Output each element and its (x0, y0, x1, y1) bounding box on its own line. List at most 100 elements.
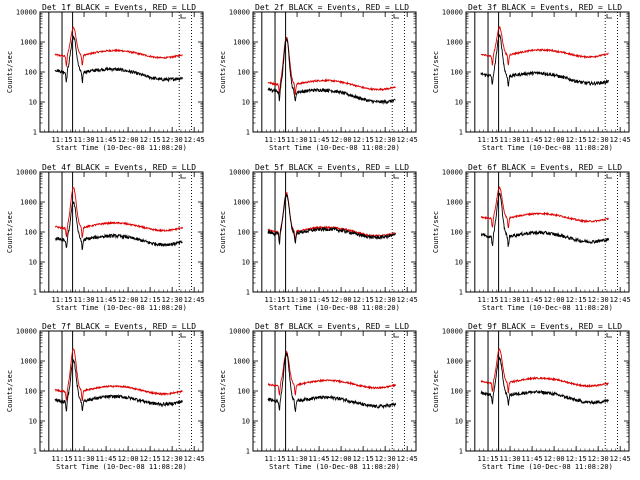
x-tick-label: 12:15 (353, 136, 374, 144)
x-tick-label: 12:45 (397, 296, 418, 304)
x-tick-label: 11:15 (51, 455, 72, 463)
lld-series-line (480, 348, 609, 394)
x-tick-label: 11:30 (74, 296, 95, 304)
y-axis-label: Counts/sec (219, 211, 227, 253)
plot-frame (252, 11, 417, 133)
events-series-line (480, 34, 610, 87)
x-tick-label: 12:30 (588, 455, 609, 463)
y-tick-label: 1 (459, 129, 463, 137)
panel-title: Det 3f BLACK = Events, RED = LLD (468, 3, 622, 12)
events-series-line (480, 355, 610, 406)
y-tick-label: 100 (450, 229, 463, 237)
y-tick-label: 10000 (442, 169, 463, 177)
x-tick-label: 11:15 (477, 296, 498, 304)
x-tick-label: 12:15 (566, 136, 587, 144)
y-tick-label: 1000 (20, 199, 37, 207)
y-tick-label: 10 (455, 259, 463, 267)
x-tick-label: 12:15 (140, 296, 161, 304)
y-tick-label: 1000 (446, 358, 463, 366)
lld-series-line (267, 36, 396, 96)
x-tick-label: 12:30 (588, 136, 609, 144)
y-tick-label: 10000 (442, 328, 463, 336)
x-tick-label: 11:15 (264, 455, 285, 463)
x-tick-label: 11:45 (96, 455, 117, 463)
corner-marker-icon (393, 333, 399, 338)
panel-title: Det 1f BLACK = Events, RED = LLD (42, 3, 196, 12)
plot-frame (465, 171, 630, 293)
x-tick-label: 12:00 (544, 136, 565, 144)
x-tick-label: 12:00 (544, 296, 565, 304)
y-tick-label: 100 (24, 388, 37, 396)
y-tick-label: 1 (246, 448, 250, 456)
y-tick-label: 1 (33, 448, 37, 456)
y-tick-label: 10 (455, 99, 463, 107)
chart-panel: Det 2f BLACK = Events, RED = LLD 1 10 100 10… (219, 3, 418, 152)
y-tick-label: 1 (33, 129, 37, 137)
x-tick-label: 11:45 (522, 136, 543, 144)
events-series-line (54, 200, 183, 250)
x-tick-label: 12:30 (375, 455, 396, 463)
x-tick-label: 12:15 (353, 296, 374, 304)
lld-series-line (267, 350, 397, 396)
chart-panel: Det 3f BLACK = Events, RED = LLD 1 10 100 10… (432, 3, 631, 152)
x-axis-label: Start Time (10-Dec-08 11:08:20) (56, 463, 187, 471)
x-tick-label: 11:15 (477, 455, 498, 463)
y-tick-label: 1000 (446, 39, 463, 47)
x-axis-label: Start Time (10-Dec-08 11:08:20) (482, 144, 613, 152)
x-tick-label: 12:30 (375, 136, 396, 144)
x-tick-label: 11:45 (522, 296, 543, 304)
lld-series-line (267, 191, 396, 243)
x-tick-label: 12:45 (184, 455, 205, 463)
x-tick-label: 12:45 (610, 455, 631, 463)
x-axis-label: Start Time (10-Dec-08 11:08:20) (269, 304, 400, 312)
x-tick-label: 11:30 (74, 136, 95, 144)
events-series-line (267, 352, 397, 412)
events-series-line (54, 35, 184, 84)
y-tick-label: 10 (29, 99, 37, 107)
x-tick-label: 12:15 (140, 136, 161, 144)
events-series-line (480, 192, 610, 247)
y-tick-label: 10 (455, 418, 463, 426)
x-tick-label: 12:30 (162, 136, 183, 144)
chart-panel: Det 6f BLACK = Events, RED = LLD 1 10 100 10… (432, 163, 631, 312)
panel-title: Det 8f BLACK = Events, RED = LLD (255, 322, 409, 331)
panel-title: Det 5f BLACK = Events, RED = LLD (255, 163, 409, 172)
y-tick-label: 100 (237, 388, 250, 396)
x-axis-label: Start Time (10-Dec-08 11:08:20) (269, 144, 400, 152)
x-tick-label: 11:45 (309, 455, 330, 463)
y-axis-label: Counts/sec (432, 211, 440, 253)
panel-title: Det 4f BLACK = Events, RED = LLD (42, 163, 196, 172)
y-tick-label: 10000 (229, 169, 250, 177)
plot-frame (465, 330, 630, 452)
x-tick-label: 12:30 (162, 296, 183, 304)
plot-frame (39, 171, 204, 293)
x-axis-label: Start Time (10-Dec-08 11:08:20) (482, 463, 613, 471)
x-axis-label: Start Time (10-Dec-08 11:08:20) (269, 463, 400, 471)
x-tick-label: 12:00 (331, 136, 352, 144)
x-tick-label: 12:45 (184, 296, 205, 304)
plot-frame (252, 330, 417, 452)
y-tick-label: 10 (29, 418, 37, 426)
corner-marker-icon (180, 333, 186, 338)
y-tick-label: 10 (242, 99, 250, 107)
y-tick-label: 100 (24, 69, 37, 77)
y-tick-label: 1000 (233, 358, 250, 366)
x-tick-label: 11:30 (287, 296, 308, 304)
y-tick-label: 1000 (233, 199, 250, 207)
lld-series-line (54, 26, 183, 68)
x-tick-label: 12:15 (566, 296, 587, 304)
x-tick-label: 12:30 (588, 296, 609, 304)
x-tick-label: 11:15 (264, 136, 285, 144)
y-axis-label: Counts/sec (432, 51, 440, 93)
x-tick-label: 12:45 (397, 136, 418, 144)
x-tick-label: 11:45 (96, 296, 117, 304)
x-axis-label: Start Time (10-Dec-08 11:08:20) (56, 304, 187, 312)
x-tick-label: 12:15 (566, 455, 587, 463)
panel-title: Det 2f BLACK = Events, RED = LLD (255, 3, 409, 12)
y-tick-label: 100 (24, 229, 37, 237)
panel-title: Det 7f BLACK = Events, RED = LLD (42, 322, 196, 331)
lld-series-line (480, 25, 609, 66)
y-tick-label: 1000 (20, 358, 37, 366)
x-tick-label: 12:00 (544, 455, 565, 463)
